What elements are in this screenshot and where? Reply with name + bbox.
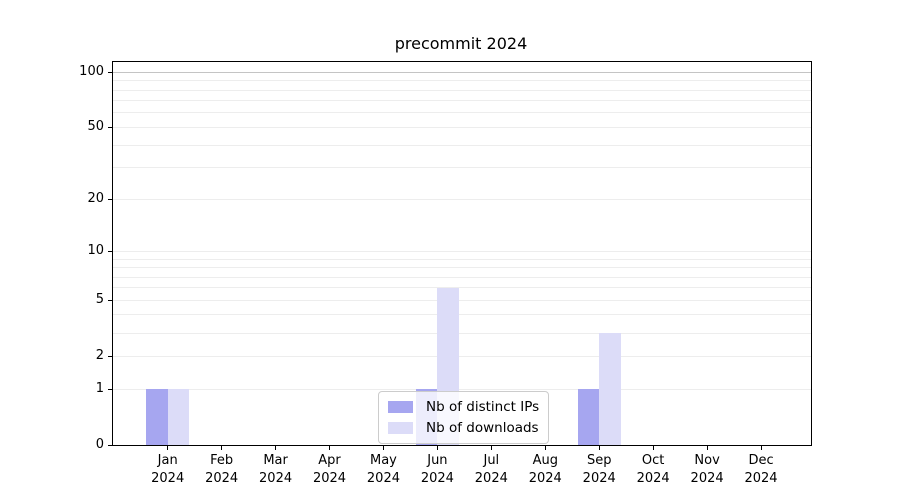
gridline-minor [113, 287, 811, 289]
y-tick-mark [108, 299, 112, 301]
gridline-minor [113, 89, 811, 91]
gridline-major [113, 355, 811, 357]
x-tick-mark [490, 446, 492, 450]
x-tick-year: 2024 [259, 471, 293, 487]
legend-item-distinct-ips: Nb of distinct IPs [388, 396, 539, 417]
gridline-minor [113, 100, 811, 102]
bar [599, 333, 621, 445]
x-tick-year: 2024 [744, 471, 778, 487]
x-tick-month: Jan [157, 453, 178, 468]
x-tick-year: 2024 [366, 471, 400, 487]
gridline-minor [113, 167, 811, 169]
legend-label-downloads: Nb of downloads [426, 419, 539, 436]
x-tick-year: 2024 [636, 471, 670, 487]
x-tick-mark [760, 446, 762, 450]
x-tick-year: 2024 [582, 471, 616, 487]
gridline-minor [113, 267, 811, 268]
y-tick-mark [108, 71, 112, 73]
x-tick-mark [167, 446, 169, 450]
x-tick-label: Mar 2024 [244, 452, 308, 489]
plot-area: 0 1 2 5 10 20 50 100 Jan 2024 Feb 2024 Mar 2024 Apr 202… [79, 61, 812, 486]
bar [577, 389, 600, 445]
x-tick-mark [436, 446, 438, 450]
x-tick-month: Jul [483, 453, 500, 468]
gridline-minor [113, 314, 811, 316]
gridline-major [113, 388, 811, 390]
gridline-minor [113, 332, 811, 334]
x-tick-mark [329, 446, 331, 450]
x-tick-month: Nov [694, 453, 720, 468]
x-tick-mark [652, 446, 654, 450]
y-tick-label: 20 [87, 191, 104, 207]
y-tick-mark [108, 444, 112, 446]
x-tick-label: Feb 2024 [190, 452, 254, 489]
gridline-minor [113, 80, 811, 82]
bar [167, 389, 190, 445]
x-tick-mark [598, 446, 600, 450]
x-tick-month: Oct [641, 453, 665, 468]
y-tick-label: 5 [95, 292, 104, 308]
x-tick-year: 2024 [151, 471, 185, 487]
gridline-major [113, 250, 811, 252]
y-tick-mark [108, 355, 112, 357]
y-tick-label: 10 [87, 243, 104, 259]
chart-title: precommit 2024 [394, 34, 528, 53]
gridline-major [113, 71, 811, 73]
legend: Nb of distinct IPs Nb of downloads [378, 391, 550, 444]
bar [146, 389, 168, 445]
legend-item-downloads: Nb of downloads [388, 417, 539, 438]
gridline-major [113, 126, 811, 128]
x-tick-month: May [370, 453, 397, 468]
x-tick-month: Apr [318, 453, 341, 468]
x-tick-mark [544, 446, 546, 450]
x-tick-year: 2024 [312, 471, 347, 487]
y-tick-label: 100 [79, 64, 104, 80]
legend-label-distinct-ips: Nb of distinct IPs [426, 398, 540, 415]
x-tick-label: Jan 2024 [136, 452, 200, 489]
gridline-minor [113, 144, 811, 146]
y-tick-mark [108, 198, 112, 200]
x-tick-label: Dec 2024 [729, 452, 793, 489]
x-tick-label: Nov 2024 [675, 452, 739, 489]
x-tick-year: 2024 [205, 471, 239, 487]
x-tick-year: 2024 [420, 471, 454, 487]
y-tick-mark [108, 388, 112, 390]
gridline-minor [113, 276, 811, 278]
x-tick-month: Dec [748, 453, 774, 468]
x-tick-mark [382, 446, 384, 450]
y-tick-label: 50 [87, 119, 104, 135]
legend-swatch-distinct-ips-icon [388, 400, 413, 413]
x-tick-label: Sep 2024 [567, 452, 631, 489]
x-tick-label: Jul 2024 [459, 452, 523, 489]
x-tick-month: Sep [586, 453, 612, 468]
y-tick-mark [108, 250, 112, 252]
x-tick-year: 2024 [690, 471, 724, 487]
x-tick-month: Mar [263, 453, 288, 468]
y-tick-label: 1 [95, 381, 104, 396]
x-tick-mark [221, 446, 223, 450]
gridline-major [113, 198, 811, 200]
x-tick-label: Oct 2024 [621, 452, 685, 489]
x-tick-mark [275, 446, 277, 450]
y-tick-mark [108, 126, 112, 128]
x-tick-month: Feb [210, 453, 234, 468]
gridline-major [113, 299, 811, 301]
legend-swatch-downloads-icon [388, 421, 413, 434]
x-tick-month: Aug [532, 453, 558, 468]
x-tick-year: 2024 [474, 471, 508, 487]
x-tick-label: Apr 2024 [298, 452, 362, 489]
gridline-minor [113, 258, 811, 260]
x-tick-label: Jun 2024 [405, 452, 469, 489]
gridline-minor [113, 112, 811, 114]
x-tick-mark [706, 446, 708, 450]
x-tick-month: Jun [427, 453, 448, 468]
y-tick-label: 2 [95, 348, 104, 364]
y-tick-label: 0 [95, 437, 104, 452]
x-tick-label: May 2024 [351, 452, 415, 489]
x-tick-label: Aug 2024 [513, 452, 577, 489]
x-tick-year: 2024 [528, 471, 562, 487]
